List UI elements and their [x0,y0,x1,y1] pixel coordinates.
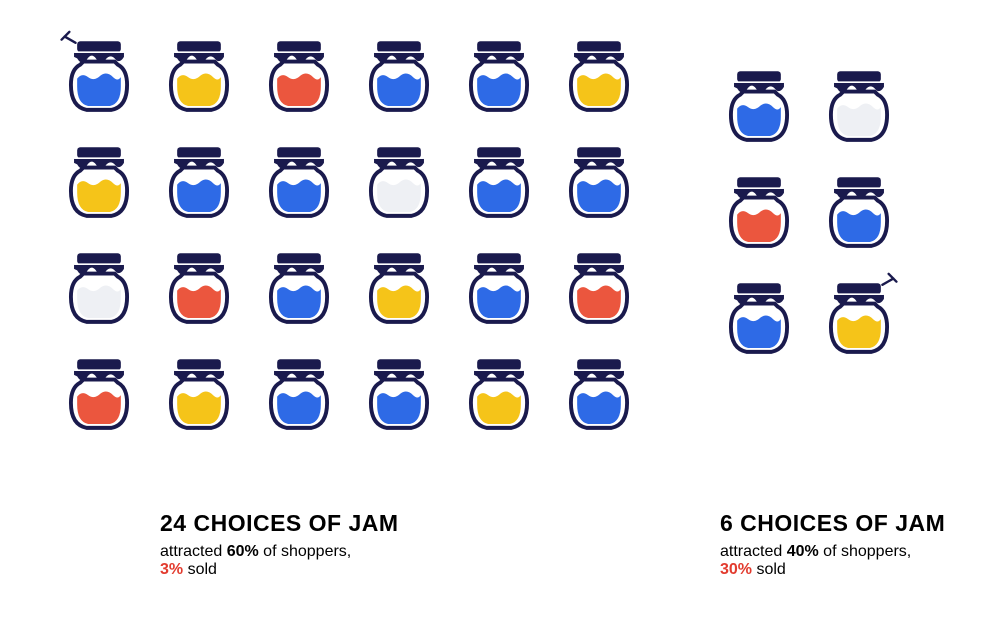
jar-icon [360,348,438,436]
jar [260,242,338,330]
jar-icon [360,242,438,330]
jar [460,348,538,436]
jar-icon [60,348,138,436]
jar-icon [260,30,338,118]
jar-icon [720,272,798,360]
jar-icon [820,272,898,360]
right-sub-prefix: attracted [720,543,787,560]
jar [560,348,638,436]
jar [820,60,898,148]
jar [560,242,638,330]
jar-icon [260,136,338,224]
jar-icon [460,348,538,436]
right-sub-mid: of shoppers, [819,543,912,560]
left-sold-pct: 3% [160,561,183,578]
jar-icon [60,136,138,224]
jar [60,30,138,118]
left-panel [60,30,638,436]
jar-icon [160,30,238,118]
right-grid [720,60,898,360]
jar [360,242,438,330]
jar [360,30,438,118]
left-headline: 24 CHOICES OF JAM [160,510,399,537]
jar [160,30,238,118]
jar-icon [820,166,898,254]
jar [360,348,438,436]
left-attracted-pct: 60% [227,543,259,560]
left-sub-prefix: attracted [160,543,227,560]
jar [820,272,898,360]
jar [160,242,238,330]
right-attracted-pct: 40% [787,543,819,560]
jar-icon [60,30,138,118]
right-caption: 6 CHOICES OF JAM attracted 40% of shoppe… [720,510,945,579]
jar [460,242,538,330]
jar [460,136,538,224]
right-sold-pct: 30% [720,561,752,578]
jar [720,166,798,254]
right-sub-suffix: sold [752,561,786,578]
jar [360,136,438,224]
jar [460,30,538,118]
jar [260,30,338,118]
jar-icon [460,136,538,224]
jar [60,242,138,330]
jar-icon [360,136,438,224]
jar [560,136,638,224]
jar-icon [260,242,338,330]
jar-icon [160,242,238,330]
left-caption: 24 CHOICES OF JAM attracted 60% of shopp… [160,510,399,579]
jar-icon [720,60,798,148]
jar [160,348,238,436]
jar-icon [260,348,338,436]
jar-icon [460,242,538,330]
jar-icon [160,136,238,224]
jar [260,136,338,224]
jar-icon [360,30,438,118]
jar [160,136,238,224]
jar-icon [820,60,898,148]
left-grid [60,30,638,436]
jar-icon [60,242,138,330]
right-subline: attracted 40% of shoppers, 30% sold [720,543,945,579]
right-headline: 6 CHOICES OF JAM [720,510,945,537]
jar-icon [460,30,538,118]
jar-icon [160,348,238,436]
jar [820,166,898,254]
jar [720,60,798,148]
left-sub-suffix: sold [183,561,217,578]
jar-icon [560,242,638,330]
jar [60,348,138,436]
jar-icon [720,166,798,254]
jar [260,348,338,436]
jar-icon [560,136,638,224]
jar [560,30,638,118]
jar [720,272,798,360]
jar-icon [560,30,638,118]
jar [60,136,138,224]
jar-icon [560,348,638,436]
left-subline: attracted 60% of shoppers, 3% sold [160,543,399,579]
left-sub-mid: of shoppers, [259,543,352,560]
right-panel [720,60,898,360]
